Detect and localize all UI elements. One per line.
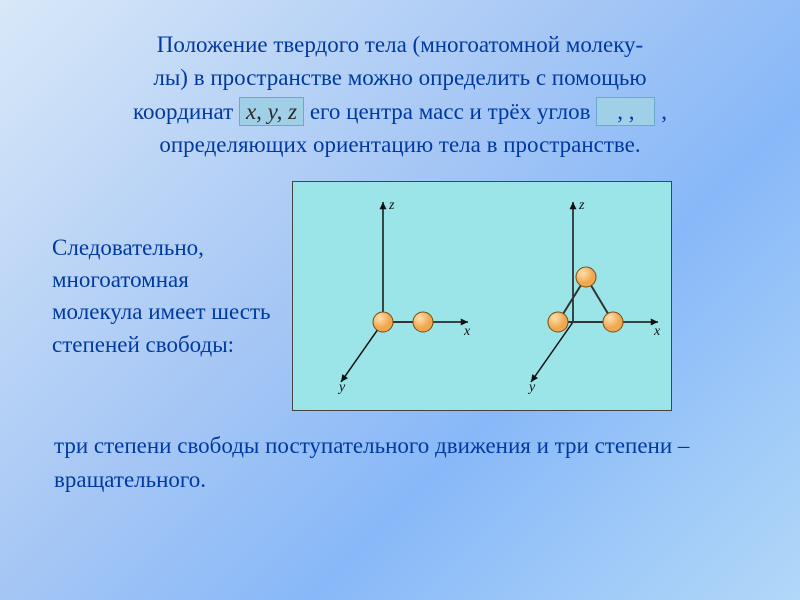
axis-label-z-left: z (389, 198, 394, 214)
axis-label-z-right: z (579, 198, 584, 214)
intro-paragraph: Положение твердого тела (многоатомной мо… (40, 28, 760, 161)
line3b: его центра масс и трёх углов (310, 99, 596, 124)
axis-label-x-left: x (464, 324, 470, 340)
line1: Положение твердого тела (многоатомной мо… (157, 32, 643, 57)
axis-label-x-right: x (654, 324, 660, 340)
bottom-paragraph: три степени свободы поступательного движ… (40, 429, 760, 496)
line2: лы) в пространстве можно определить с по… (153, 65, 646, 90)
axis-label-y-right: y (529, 380, 535, 396)
chip-angles: , , (596, 97, 655, 127)
line3c: , (661, 99, 667, 124)
mid-text: Следовательно, многоатомная молекула име… (52, 232, 272, 361)
line4: определяющих ориентацию тела в пространс… (159, 132, 640, 157)
figure-panel: z x y z x y (292, 181, 672, 411)
middle-row: Следовательно, многоатомная молекула име… (40, 181, 760, 411)
figure-svg (293, 182, 673, 412)
axis-label-y-left: y (339, 380, 345, 396)
line3a: координат (133, 99, 239, 124)
chip-xyz: x, y, z (239, 97, 304, 127)
